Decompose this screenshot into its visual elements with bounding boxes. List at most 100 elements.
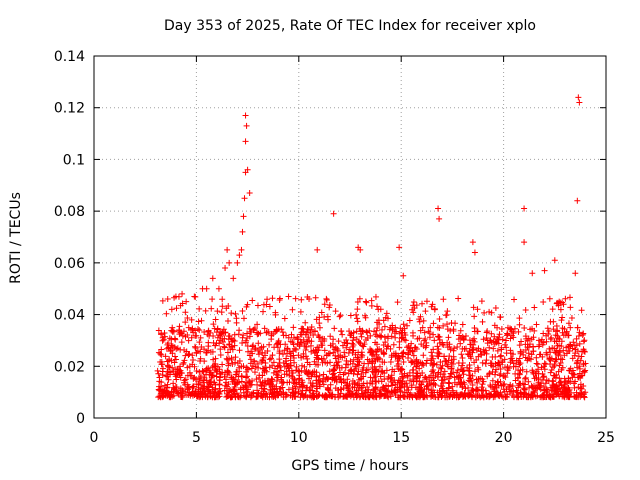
data-point: [517, 380, 524, 387]
data-point: [572, 270, 579, 277]
data-point: [172, 293, 179, 300]
data-point: [457, 327, 464, 334]
data-point: [217, 351, 224, 358]
data-point: [277, 367, 284, 374]
data-point: [512, 377, 519, 384]
data-point: [203, 285, 210, 292]
data-point: [255, 347, 262, 354]
data-point: [256, 374, 263, 381]
data-point: [321, 347, 328, 354]
data-point: [569, 355, 576, 362]
data-point: [354, 299, 361, 306]
data-point: [240, 213, 247, 220]
data-point: [321, 301, 328, 308]
data-point: [349, 377, 356, 384]
data-point: [373, 341, 380, 348]
data-point: [231, 342, 238, 349]
data-point: [194, 326, 201, 333]
data-point: [157, 350, 164, 357]
data-point: [155, 370, 162, 377]
data-point: [297, 308, 304, 315]
data-point: [408, 359, 415, 366]
data-point: [356, 339, 363, 346]
data-point: [283, 368, 290, 375]
data-point: [297, 331, 304, 338]
data-point: [559, 314, 566, 321]
data-point: [270, 369, 277, 376]
data-point: [269, 382, 276, 389]
data-point: [388, 372, 395, 379]
data-point: [263, 329, 270, 336]
data-point: [459, 362, 466, 369]
data-point: [451, 391, 458, 398]
data-point: [467, 341, 474, 348]
data-point: [459, 355, 466, 362]
data-point: [346, 328, 353, 335]
data-point: [345, 361, 352, 368]
data-point: [474, 364, 481, 371]
data-point: [541, 267, 548, 274]
data-point: [239, 228, 246, 235]
data-point: [362, 298, 369, 305]
data-point: [208, 305, 215, 312]
data-point: [429, 393, 436, 400]
data-point: [306, 296, 313, 303]
data-point: [191, 374, 198, 381]
data-point: [156, 386, 163, 393]
data-point: [385, 333, 392, 340]
data-point: [393, 328, 400, 335]
data-point: [273, 368, 280, 375]
data-point: [218, 309, 225, 316]
data-point: [459, 391, 466, 398]
data-point: [172, 353, 179, 360]
data-point: [276, 359, 283, 366]
chart-title: Day 353 of 2025, Rate Of TEC Index for r…: [164, 18, 536, 34]
data-point: [448, 320, 455, 327]
data-point: [261, 386, 268, 393]
data-point: [476, 376, 483, 383]
data-point: [565, 320, 572, 327]
data-point: [271, 344, 278, 351]
data-point: [439, 362, 446, 369]
data-point: [254, 321, 261, 328]
data-point: [182, 376, 189, 383]
data-point: [216, 385, 223, 392]
data-point: [451, 345, 458, 352]
data-point: [251, 346, 258, 353]
data-point: [169, 327, 176, 334]
data-point: [435, 369, 442, 376]
y-tick-label: 0.1: [63, 152, 85, 168]
data-point: [551, 372, 558, 379]
data-point: [416, 335, 423, 342]
data-point: [436, 215, 443, 222]
data-point: [251, 357, 258, 364]
data-point: [559, 299, 566, 306]
data-point: [546, 345, 553, 352]
data-point: [266, 394, 273, 401]
data-point: [488, 309, 495, 316]
data-point: [335, 386, 342, 393]
data-point: [540, 373, 547, 380]
data-point: [185, 383, 192, 390]
data-point: [296, 343, 303, 350]
data-point: [178, 339, 185, 346]
data-point: [454, 367, 461, 374]
data-point: [511, 296, 518, 303]
data-point: [344, 376, 351, 383]
data-point: [501, 388, 508, 395]
data-point: [221, 343, 228, 350]
data-point: [338, 328, 345, 335]
data-point: [362, 394, 369, 401]
data-point: [311, 350, 318, 357]
data-point: [425, 386, 432, 393]
data-point: [447, 327, 454, 334]
data-point: [327, 381, 334, 388]
data-point: [281, 347, 288, 354]
data-point: [436, 336, 443, 343]
data-point: [499, 336, 506, 343]
data-point: [333, 359, 340, 366]
data-point: [434, 343, 441, 350]
data-point: [536, 351, 543, 358]
data-point: [516, 355, 523, 362]
data-point: [558, 338, 565, 345]
